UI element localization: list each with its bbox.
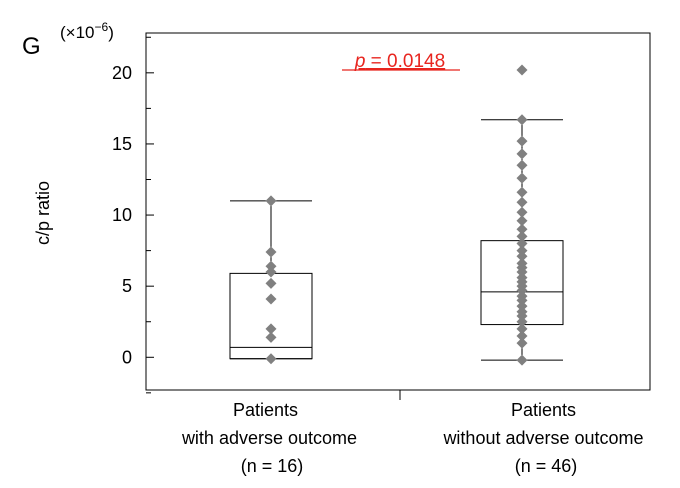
plot-frame: [145, 32, 651, 391]
group-2-data-point: [516, 290, 528, 302]
group-2-label-line-2: without adverse outcome: [442, 428, 643, 448]
group-2-data-point: [516, 215, 528, 227]
group-1-label-line-3: (n = 16): [241, 456, 304, 476]
p-symbol: p: [354, 51, 366, 72]
group-1-label-line-2: with adverse outcome: [181, 428, 357, 448]
group-2-data-point: [516, 250, 528, 262]
group-2-data-point: [516, 64, 528, 76]
group-2-data-point: [516, 238, 528, 250]
group-2-data-point: [516, 223, 528, 235]
y-tick-label: 15: [112, 134, 132, 154]
group-2-data-point: [516, 196, 528, 208]
y-tick-label: 0: [122, 347, 132, 367]
group-2-data-point: [516, 323, 528, 335]
group-2-data-point: [516, 306, 528, 318]
group-2-data-point: [516, 230, 528, 242]
group-2-data-point: [516, 257, 528, 269]
group-2-data-point: [516, 114, 528, 126]
group-2-data-point: [516, 206, 528, 218]
boxes-layer: [229, 119, 564, 361]
y-scale-base: (×10: [60, 23, 95, 42]
group-1-data-point: [265, 331, 277, 343]
p-value-annotation: p = 0.0148: [354, 51, 445, 72]
group-2-data-point: [516, 172, 528, 184]
group-2-data-point: [516, 330, 528, 342]
group-2-data-point: [516, 159, 528, 171]
group-1-label: Patients with adverse outcome (n = 16): [181, 400, 362, 476]
group-1-data-point: [265, 266, 277, 278]
group-2-data-point: [516, 135, 528, 147]
group-2-label-line-1: Patients: [511, 400, 576, 420]
group-1-data-point: [265, 323, 277, 335]
y-scale-close: ): [108, 23, 114, 42]
points-layer: [265, 64, 528, 366]
group-2-label-line-3: (n = 46): [515, 456, 578, 476]
group-1-data-point: [265, 353, 277, 365]
y-scale-note: (×10−6): [60, 20, 114, 42]
axes-layer: 0 5 10 15 20: [112, 32, 651, 400]
group-1-data-point: [265, 260, 277, 272]
p-value-text: = 0.0148: [365, 51, 445, 72]
group-1-data-point: [265, 195, 277, 207]
y-scale-exponent: −6: [95, 20, 109, 34]
group-2-label: Patients without adverse outcome (n = 46…: [442, 400, 648, 476]
group-2-data-point: [516, 186, 528, 198]
group-1-label-line-1: Patients: [233, 400, 298, 420]
y-tick-label: 10: [112, 205, 132, 225]
group-2-data-point: [516, 148, 528, 160]
group-2-data-point: [516, 316, 528, 328]
group-1-data-point: [265, 246, 277, 258]
group-2-data-point: [516, 245, 528, 257]
group-2-data-point: [516, 272, 528, 284]
y-axis-label: c/p ratio: [33, 181, 53, 245]
panel-label: G: [22, 33, 41, 60]
group-2-data-point: [516, 354, 528, 366]
group-1-data-point: [265, 293, 277, 305]
y-tick-label: 20: [112, 63, 132, 83]
y-tick-label: 5: [122, 276, 132, 296]
group-1-data-point: [265, 277, 277, 289]
group-2-data-point: [516, 337, 528, 349]
group-2-data-point: [516, 300, 528, 312]
